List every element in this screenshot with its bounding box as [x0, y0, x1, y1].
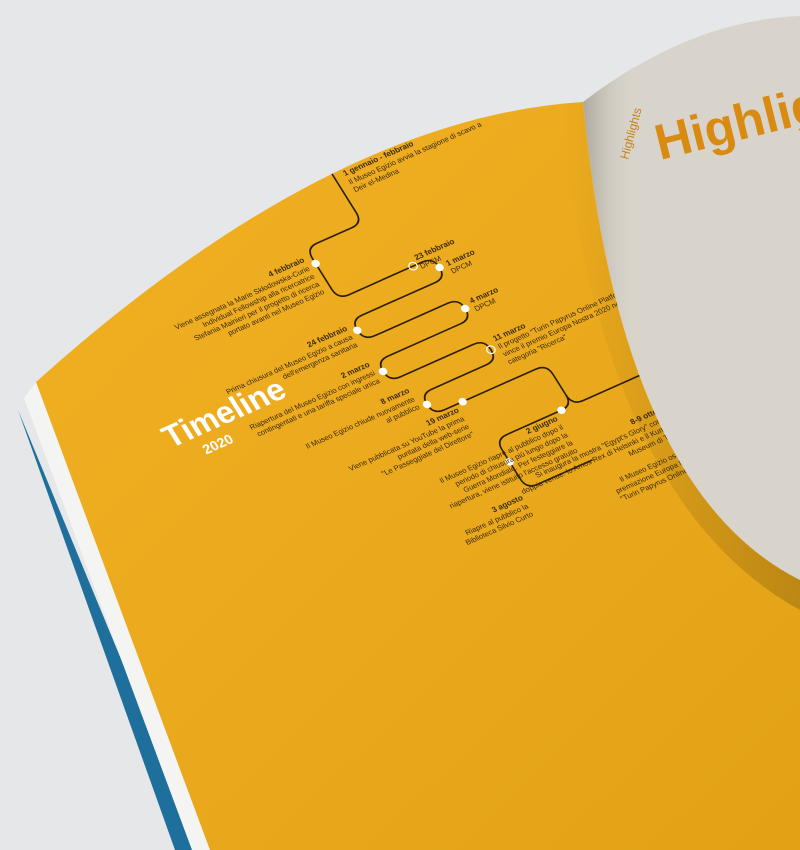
marker-24-feb: [353, 326, 362, 335]
timeline-line: [309, 169, 776, 416]
legend-sinergie: Sinergie: [489, 66, 521, 86]
marker-11-mar: [486, 345, 496, 355]
legend-dot-sinergie: [480, 79, 492, 89]
legend-dot-museo: [424, 105, 434, 113]
gutter-shadow-left: [560, 102, 800, 610]
marker-4-mar: [460, 304, 470, 313]
timeline-branch: [498, 394, 593, 487]
page-stack-edge: [24, 382, 210, 850]
marker-2-mar: [378, 367, 388, 376]
gutter-shadow-right: [583, 16, 800, 580]
marker-19-mar: [458, 397, 467, 406]
marker-23-feb: [408, 261, 418, 271]
marker-4-feb: [311, 259, 320, 268]
marker-2-jun: [557, 406, 566, 415]
marker-3-aug: [505, 458, 514, 466]
legend-museo: Museo Egizio: [433, 83, 482, 110]
timeline-legend: Museo Egizio Sinergie: [424, 66, 521, 113]
marker-1-mar: [435, 263, 444, 272]
marker-8-mar: [422, 400, 432, 409]
